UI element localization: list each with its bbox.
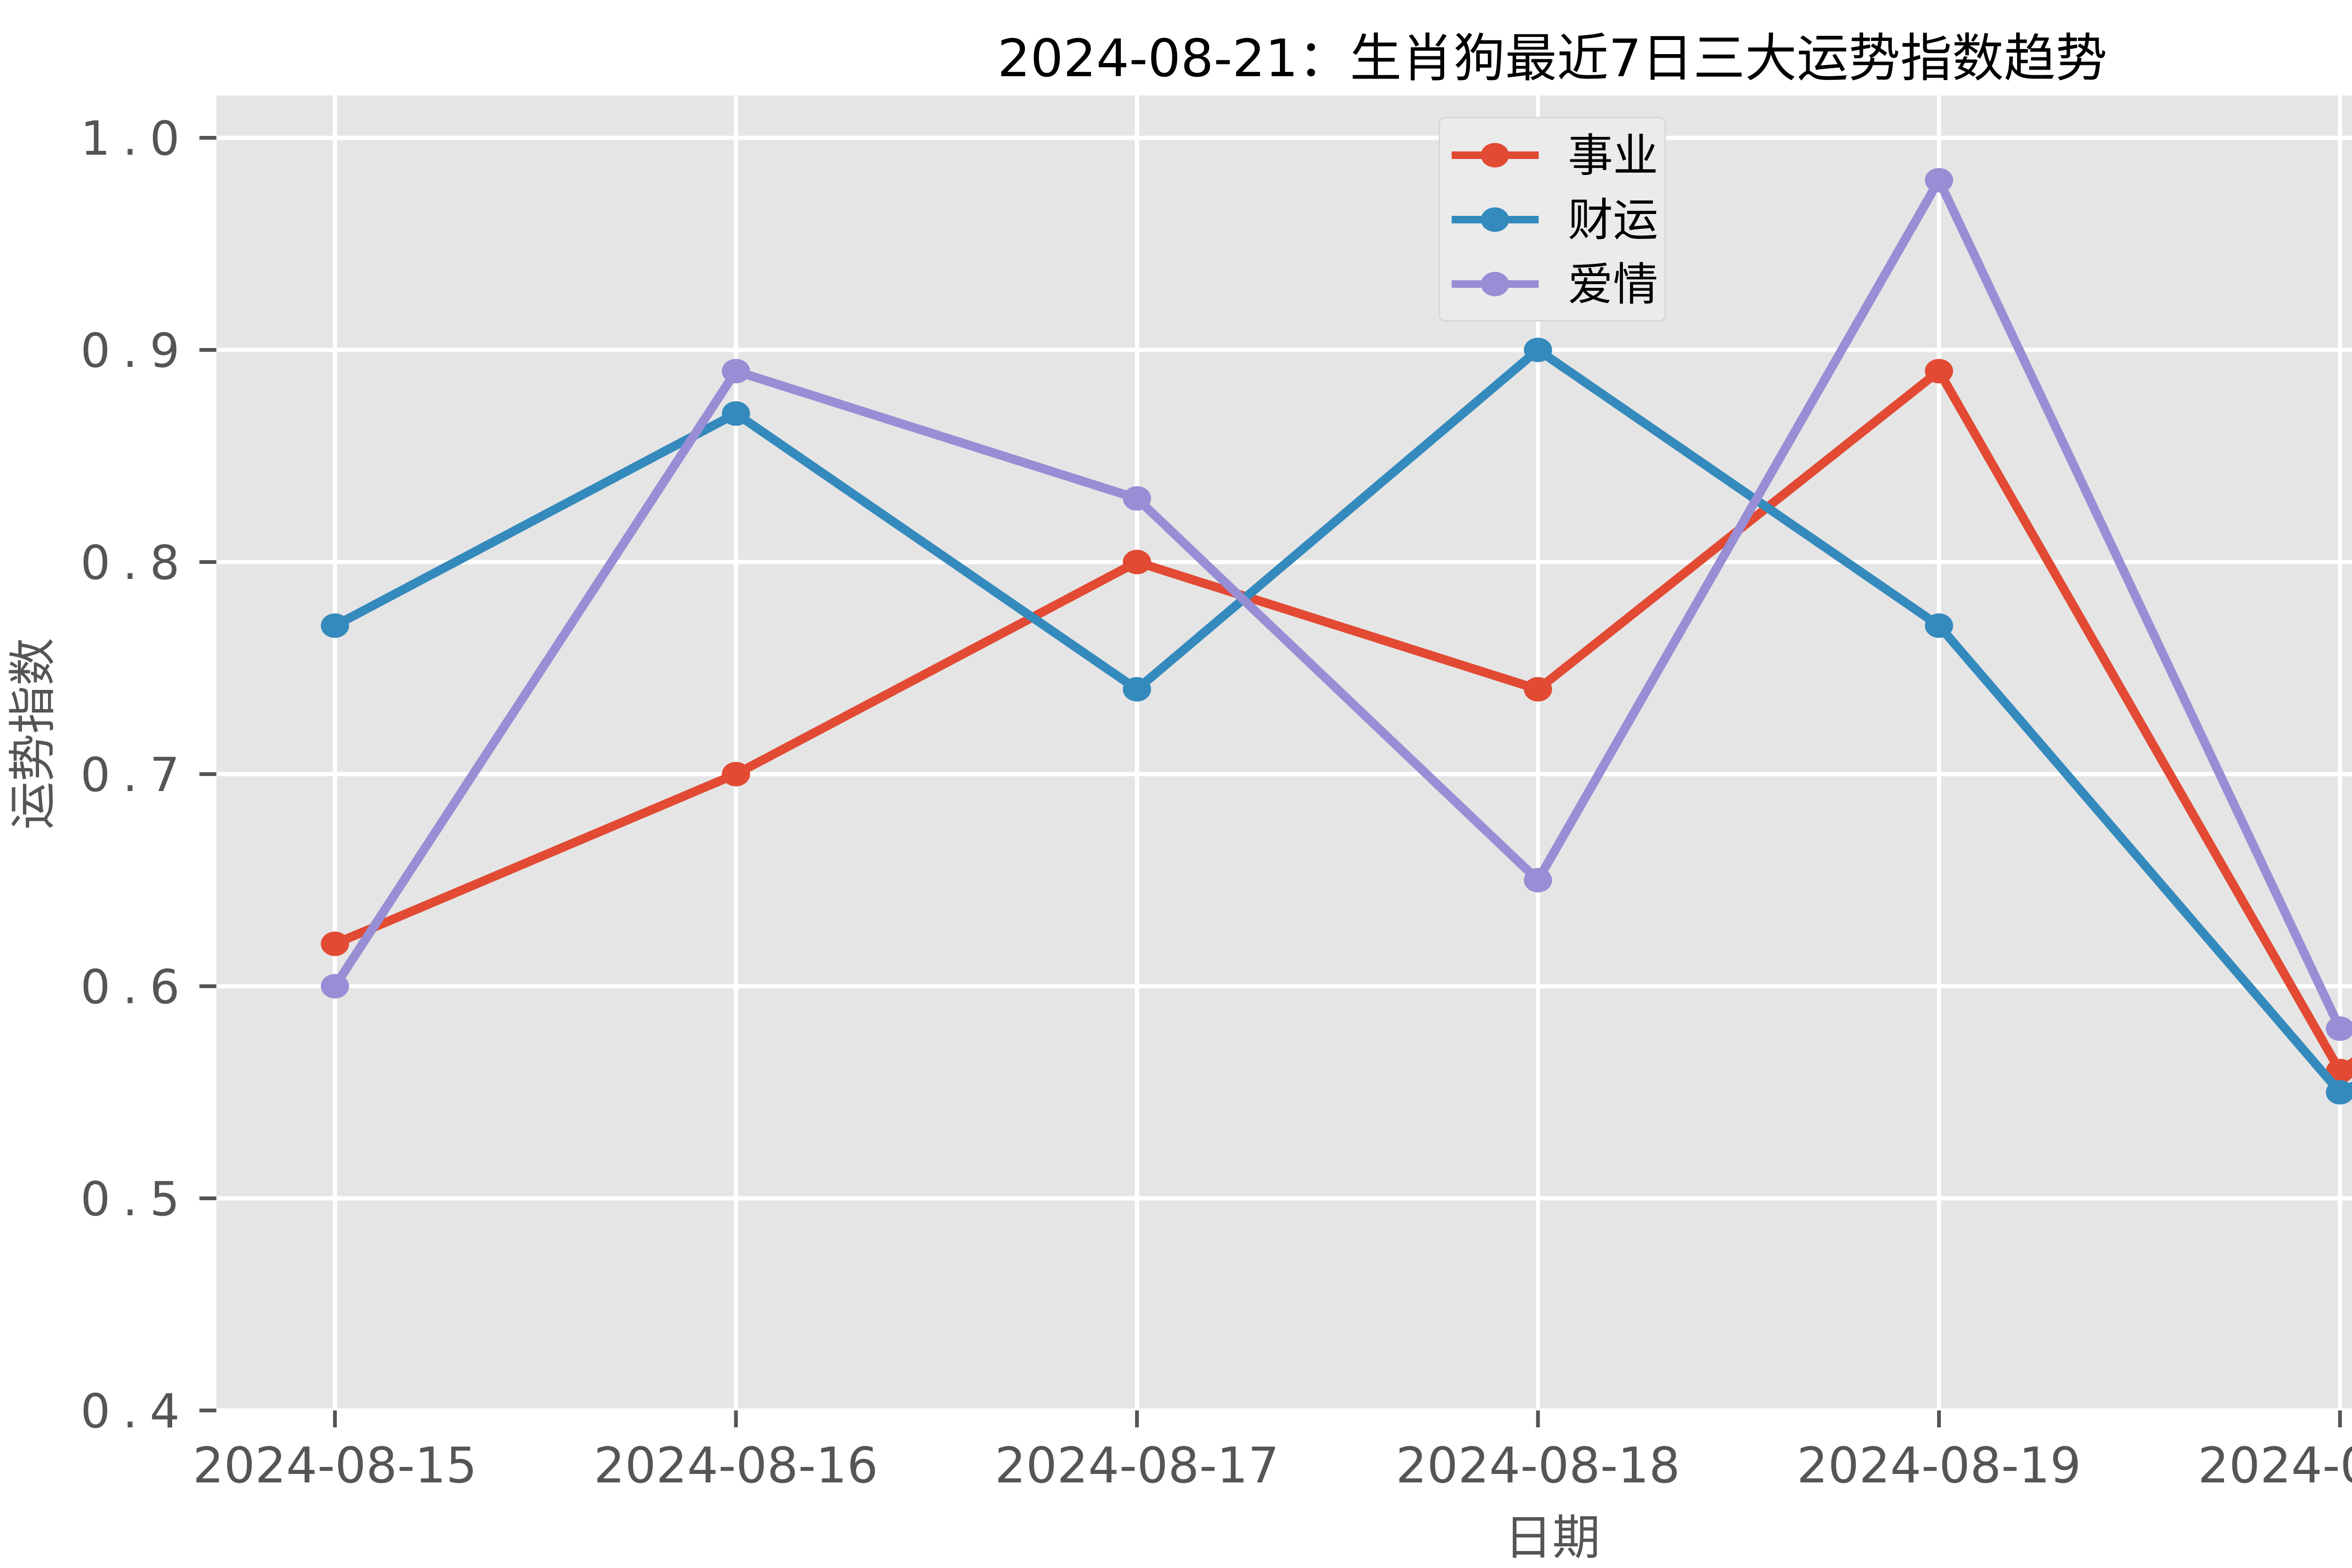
plot-area: [216, 95, 2352, 1410]
x-tick-label: 2024-08-20: [2198, 1437, 2352, 1494]
data-point: [321, 974, 349, 998]
y-tick-label: 0.6: [80, 959, 192, 1014]
data-point: [1524, 338, 1552, 362]
y-tick-label: 0.5: [80, 1172, 192, 1227]
series: [321, 168, 2352, 1105]
y-tick-label: 0.7: [80, 747, 192, 802]
data-point: [722, 401, 750, 426]
x-axis-label: 日期: [1504, 1510, 1600, 1566]
data-point: [321, 931, 349, 956]
legend-marker: [1481, 272, 1509, 296]
data-point: [1925, 613, 1953, 638]
legend-item-label: 财运: [1568, 194, 1658, 246]
y-tick-label: 0.4: [80, 1384, 192, 1439]
x-tick-label: 2024-08-17: [995, 1437, 1279, 1494]
x-tick-label: 2024-08-19: [1797, 1437, 2081, 1494]
x-tick-label: 2024-08-15: [193, 1437, 477, 1494]
data-point: [1123, 677, 1151, 702]
data-point: [1524, 868, 1552, 893]
data-point: [1925, 359, 1953, 384]
y-tick-label: 0.9: [80, 323, 192, 378]
x-tick-label: 2024-08-16: [594, 1437, 878, 1494]
x-tick-label: 2024-08-18: [1396, 1437, 1680, 1494]
data-point: [722, 762, 750, 786]
data-point: [1524, 677, 1552, 702]
legend-item: 事业: [1452, 129, 1658, 182]
data-point: [1123, 550, 1151, 574]
legend-item: 财运: [1452, 194, 1658, 246]
data-point: [722, 359, 750, 384]
gridlines: [216, 95, 2352, 1413]
data-point: [2326, 1016, 2352, 1041]
tick-labels: 2024-08-15 2024-08-16 2024-08-17 2024-08-18…: [80, 111, 2352, 1494]
y-tick-label: 0.8: [80, 535, 192, 590]
tick-marks: [199, 136, 2342, 1427]
legend-marker: [1481, 207, 1509, 232]
data-point: [1123, 486, 1151, 511]
y-tick-label: 1.0: [80, 111, 192, 166]
legend-item: 爱情: [1452, 258, 1658, 311]
data-point: [321, 613, 349, 638]
data-point: [2326, 1080, 2352, 1105]
legend-item-label: 爱情: [1568, 258, 1658, 311]
legend-item-label: 事业: [1568, 129, 1658, 182]
legend-marker: [1481, 143, 1509, 167]
chart-title: 2024-08-21：生肖狗最近7日三大运势指数趋势: [997, 28, 2107, 88]
y-axis-label: 运势指数: [5, 638, 61, 830]
legend-box: [1438, 117, 1666, 322]
data-point: [1925, 168, 1953, 193]
